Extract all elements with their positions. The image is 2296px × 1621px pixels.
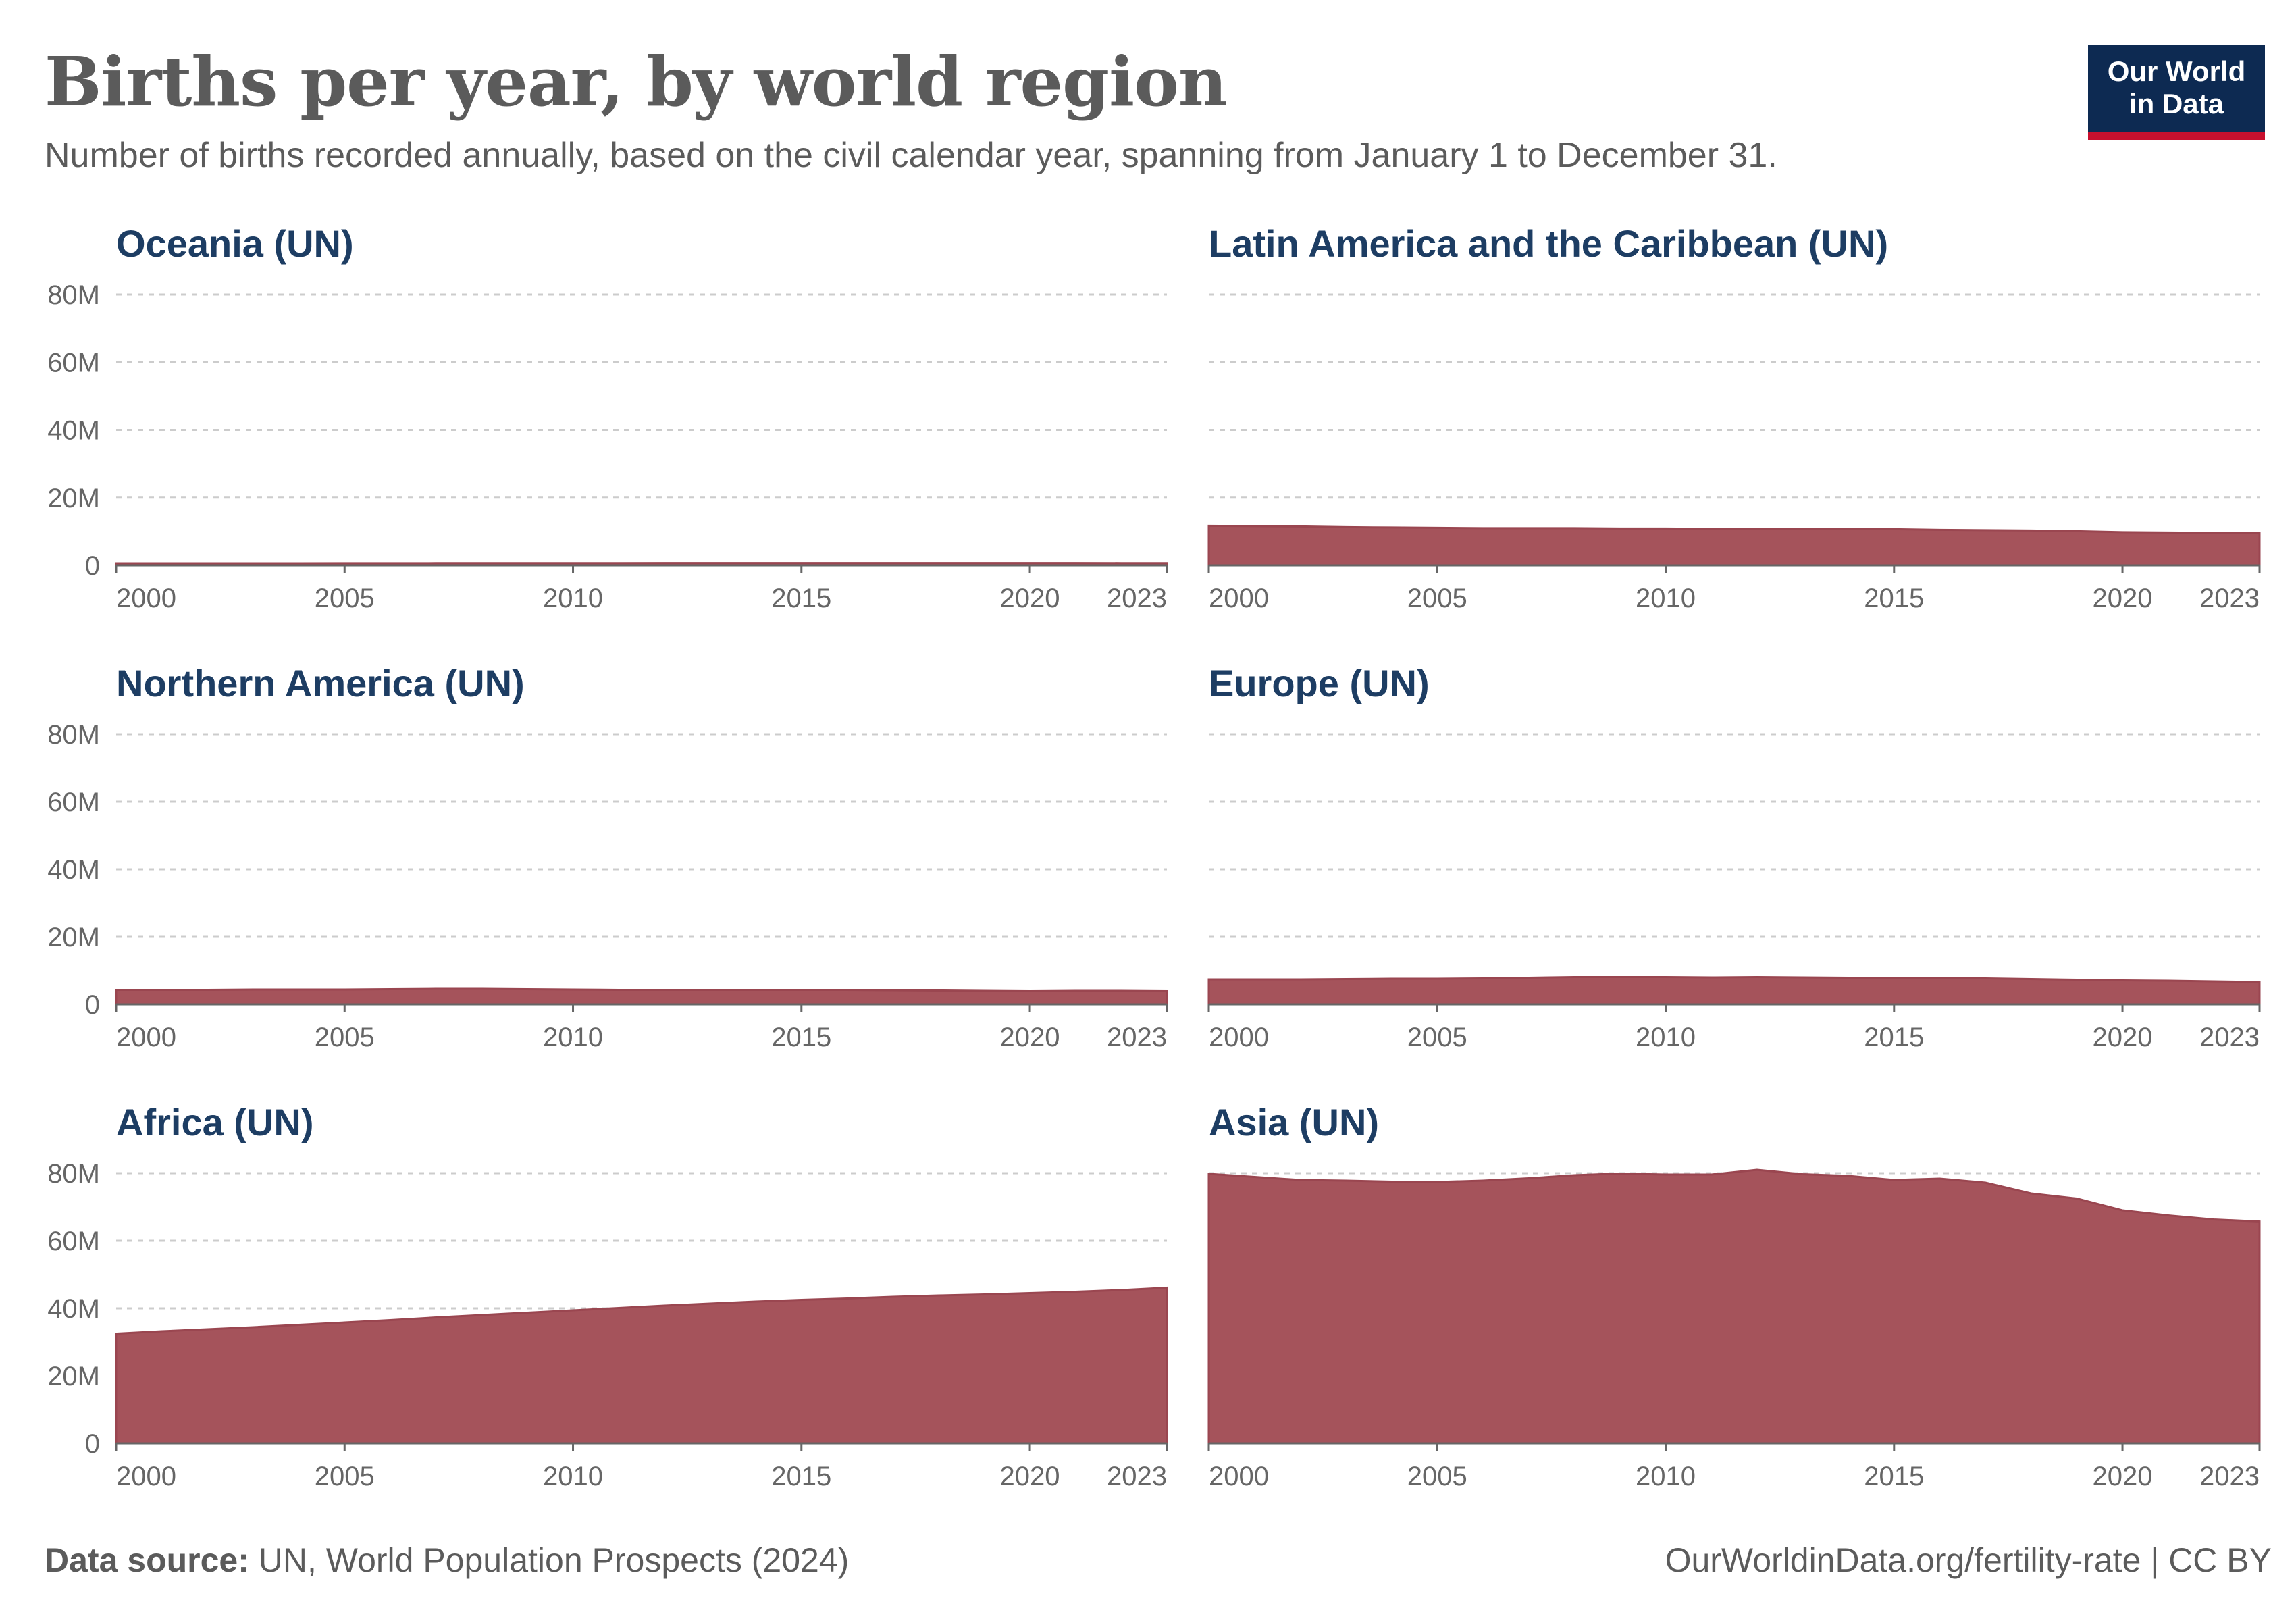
x-tick-label: 2005 [1407,1023,1467,1052]
x-tick-label: 2000 [1209,1023,1269,1052]
area-series [115,987,1168,1006]
x-tick-label: 2015 [1864,584,1924,613]
y-tick-label: 0 [85,990,100,1020]
y-tick-label: 60M [47,348,100,378]
x-tick-label: 2023 [1107,1023,1167,1052]
x-tick-label: 2005 [1407,1462,1467,1491]
y-tick-label: 40M [47,855,100,885]
area-series [1207,524,2261,567]
x-tick-label: 2020 [1000,1023,1060,1052]
panel-3: Northern America (UN) 0 20M 40M 60M 80M 2000 20… [47,662,1168,1052]
license-link[interactable]: OurWorldinData.org/fertility-rate | CC B… [1665,1541,2272,1579]
x-tick-label: 2000 [116,1462,176,1491]
chart-title: Births per year, by world region [45,42,1227,122]
panel-title: Latin America and the Caribbean (UN) [1209,222,1888,265]
y-tick-label: 80M [47,720,100,750]
y-tick-label: 40M [47,1294,100,1324]
chart-subtitle: Number of births recorded annually, base… [45,136,1777,175]
y-tick-label: 60M [47,1227,100,1256]
x-tick-label: 2000 [116,1023,176,1052]
logo-line-1: Our World [2107,55,2246,87]
x-tick-label: 2010 [1636,1023,1696,1052]
panel-title: Africa (UN) [116,1101,313,1143]
y-tick-label: 0 [85,1429,100,1459]
panel-title: Asia (UN) [1209,1101,1379,1143]
panel-5: Africa (UN) 0 20M 40M 60M 80M 2000 2005 2010 2015… [47,1101,1168,1491]
x-tick-label: 2023 [2199,1462,2260,1491]
y-tick-label: 0 [85,551,100,581]
x-tick-label: 2010 [1636,1462,1696,1491]
data-source-note: Data source: UN, World Population Prospe… [45,1541,849,1580]
x-tick-label: 2010 [543,584,603,613]
x-tick-label: 2000 [116,584,176,613]
x-tick-label: 2015 [1864,1462,1924,1491]
y-tick-label: 20M [47,1362,100,1391]
y-tick-label: 80M [47,280,100,310]
owid-logo[interactable]: Our World in Data [2088,45,2265,140]
x-tick-label: 2015 [771,1462,831,1491]
y-tick-label: 60M [47,788,100,817]
x-tick-label: 2000 [1209,584,1269,613]
x-tick-label: 2015 [771,584,831,613]
x-tick-label: 2000 [1209,1462,1269,1491]
data-source-text: UN, World Population Prospects (2024) [249,1541,850,1579]
x-tick-label: 2023 [2199,584,2260,613]
x-tick-label: 2023 [2199,1023,2260,1052]
panel-1: Oceania (UN) 0 20M 40M 60M 80M 2000 2005 2010 201… [47,222,1168,613]
x-tick-label: 2010 [543,1023,603,1052]
data-source-label: Data source: [45,1541,249,1579]
panel-title: Oceania (UN) [116,222,354,265]
y-tick-label: 80M [47,1159,100,1189]
panel-title: Northern America (UN) [116,662,525,704]
area-series [1207,1168,2261,1445]
area-series [115,1286,1168,1445]
x-tick-label: 2023 [1107,584,1167,613]
x-tick-label: 2005 [1407,584,1467,613]
x-tick-label: 2010 [543,1462,603,1491]
x-tick-label: 2020 [1000,584,1060,613]
x-tick-label: 2020 [2093,1023,2153,1052]
x-tick-label: 2010 [1636,584,1696,613]
x-tick-label: 2005 [315,1462,375,1491]
logo-line-2: in Data [2129,88,2224,120]
y-tick-label: 40M [47,416,100,446]
x-tick-label: 2020 [1000,1462,1060,1491]
y-tick-label: 20M [47,923,100,952]
x-tick-label: 2015 [1864,1023,1924,1052]
panel-6: Asia (UN) 2000 2005 2010 2015 2020 2023 [1207,1101,2261,1491]
y-tick-label: 20M [47,484,100,513]
x-tick-label: 2020 [2093,1462,2153,1491]
panel-2: Latin America and the Caribbean (UN) 2000… [1207,222,2261,613]
panel-title: Europe (UN) [1209,662,1430,704]
x-tick-label: 2015 [771,1023,831,1052]
x-tick-label: 2005 [315,1023,375,1052]
x-tick-label: 2005 [315,584,375,613]
panel-4: Europe (UN) 2000 2005 2010 2015 2020 2023 [1207,662,2261,1052]
area-series [1207,975,2261,1006]
x-tick-label: 2023 [1107,1462,1167,1491]
x-tick-label: 2020 [2093,584,2153,613]
